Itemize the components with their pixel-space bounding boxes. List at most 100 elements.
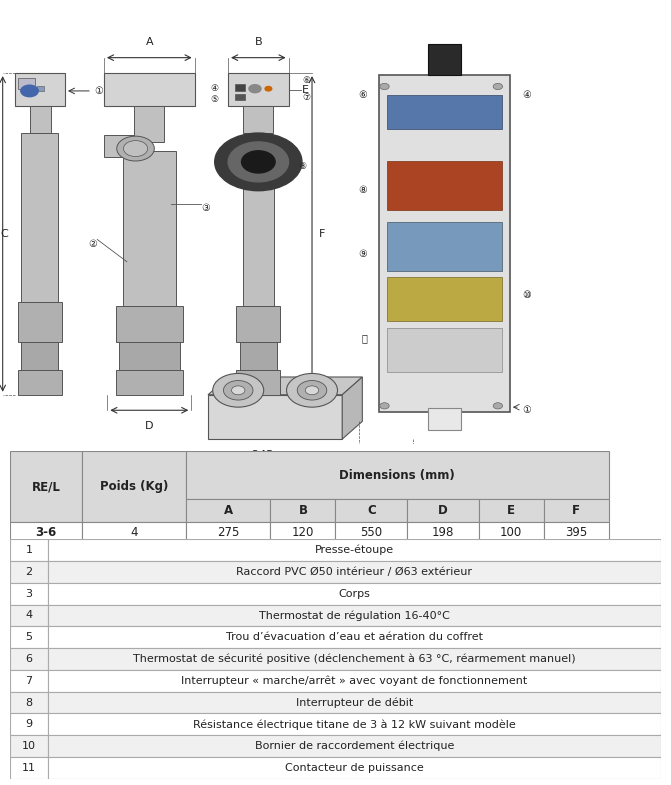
Circle shape [305, 386, 319, 395]
Text: ⑧: ⑧ [358, 185, 367, 195]
Circle shape [228, 142, 289, 182]
Text: F: F [319, 229, 325, 239]
Bar [116, 306, 183, 341]
Bar [387, 277, 502, 322]
Text: ⑨: ⑨ [358, 249, 367, 259]
Bar [21, 133, 58, 301]
Text: 550: 550 [360, 526, 382, 539]
Text: ②: ② [89, 239, 97, 249]
Bar [10, 757, 48, 779]
Bar [104, 73, 195, 107]
Bar [428, 408, 462, 430]
Text: A: A [146, 37, 153, 46]
Bar [10, 648, 48, 670]
Text: B: B [299, 504, 307, 517]
Bar [48, 604, 661, 626]
Bar [236, 371, 280, 395]
Bar [10, 736, 48, 757]
Text: 3-6: 3-6 [36, 526, 56, 539]
Bar [186, 522, 270, 543]
Bar [10, 561, 48, 582]
Text: 4: 4 [25, 611, 32, 620]
Bar [387, 95, 502, 129]
Bar [407, 543, 478, 565]
Polygon shape [208, 377, 362, 395]
Polygon shape [208, 395, 342, 439]
Circle shape [493, 403, 503, 409]
Text: Corps: Corps [338, 589, 370, 599]
Bar [387, 327, 502, 372]
Bar [18, 371, 62, 395]
Circle shape [242, 151, 275, 173]
Circle shape [231, 386, 245, 395]
Text: Bornier de raccordement électrique: Bornier de raccordement électrique [255, 741, 454, 751]
Bar [186, 451, 609, 499]
Bar [407, 499, 478, 522]
Bar [336, 522, 407, 543]
Circle shape [380, 83, 389, 89]
Bar [236, 306, 280, 341]
Bar [478, 499, 544, 522]
Text: C: C [1, 229, 9, 239]
Bar [116, 371, 183, 395]
Circle shape [493, 83, 503, 89]
Circle shape [213, 374, 264, 407]
Bar [243, 159, 274, 306]
Text: Dimensions (mm): Dimensions (mm) [340, 469, 455, 482]
Bar [235, 84, 245, 91]
Bar [48, 757, 661, 779]
Bar [82, 522, 186, 543]
Text: 9: 9 [25, 719, 32, 729]
Text: 5: 5 [130, 548, 138, 561]
Text: 2: 2 [25, 567, 32, 577]
Bar [544, 499, 609, 522]
Bar [10, 714, 48, 736]
Circle shape [117, 136, 154, 161]
Text: A: A [223, 504, 233, 517]
Text: 198: 198 [431, 526, 454, 539]
Bar [18, 78, 35, 89]
Text: 7: 7 [25, 676, 32, 686]
Text: ④: ④ [210, 84, 218, 93]
Bar [82, 543, 186, 565]
Text: 100: 100 [500, 526, 522, 539]
Text: 5: 5 [25, 632, 32, 642]
Bar [379, 75, 510, 412]
Text: 100: 100 [500, 548, 522, 561]
Bar [10, 604, 48, 626]
Bar [21, 341, 58, 373]
Text: ⑦: ⑦ [302, 93, 310, 102]
Text: Thermostat de régulation 16-40°C: Thermostat de régulation 16-40°C [259, 610, 450, 621]
Text: ⑧: ⑧ [299, 162, 307, 171]
Bar [10, 543, 82, 565]
Text: 1: 1 [25, 545, 32, 555]
Text: 120: 120 [292, 526, 314, 539]
Bar [186, 499, 270, 522]
Text: ①: ① [94, 86, 103, 96]
Bar [48, 692, 661, 714]
Bar [186, 543, 270, 565]
Text: D: D [145, 422, 154, 431]
Text: 120: 120 [292, 548, 314, 561]
Bar [10, 626, 48, 648]
Text: B: B [254, 37, 262, 46]
Text: 275: 275 [217, 548, 240, 561]
Circle shape [21, 85, 38, 97]
Bar [10, 522, 82, 543]
Text: ⑪: ⑪ [361, 334, 367, 343]
Bar [48, 582, 661, 604]
Bar [48, 626, 661, 648]
Text: E: E [302, 85, 309, 94]
Text: Raccord PVC Ø50 intérieur / Ø63 extérieur: Raccord PVC Ø50 intérieur / Ø63 extérieu… [236, 567, 472, 577]
Bar [336, 543, 407, 565]
Text: ⑥: ⑥ [302, 76, 310, 86]
Circle shape [223, 381, 253, 400]
Bar [48, 539, 661, 561]
Bar [48, 714, 661, 736]
Bar [48, 561, 661, 582]
Text: 112 mm: 112 mm [362, 473, 409, 482]
Bar [544, 522, 609, 543]
Text: ①: ① [522, 405, 531, 415]
Bar [478, 543, 544, 565]
Text: RE/L: RE/L [32, 480, 60, 493]
